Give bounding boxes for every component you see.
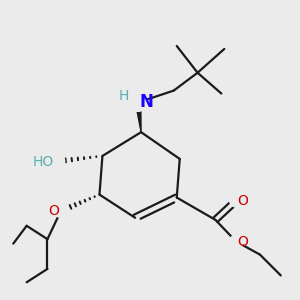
Text: O: O <box>49 204 59 218</box>
Circle shape <box>230 235 243 248</box>
Circle shape <box>42 151 65 173</box>
Circle shape <box>230 194 243 207</box>
Text: N: N <box>139 93 153 111</box>
Text: O: O <box>237 194 248 208</box>
Text: O: O <box>237 235 248 248</box>
Text: HO: HO <box>33 155 54 169</box>
Circle shape <box>129 94 147 111</box>
Polygon shape <box>135 102 141 132</box>
Text: H: H <box>119 89 129 103</box>
Circle shape <box>54 204 68 218</box>
